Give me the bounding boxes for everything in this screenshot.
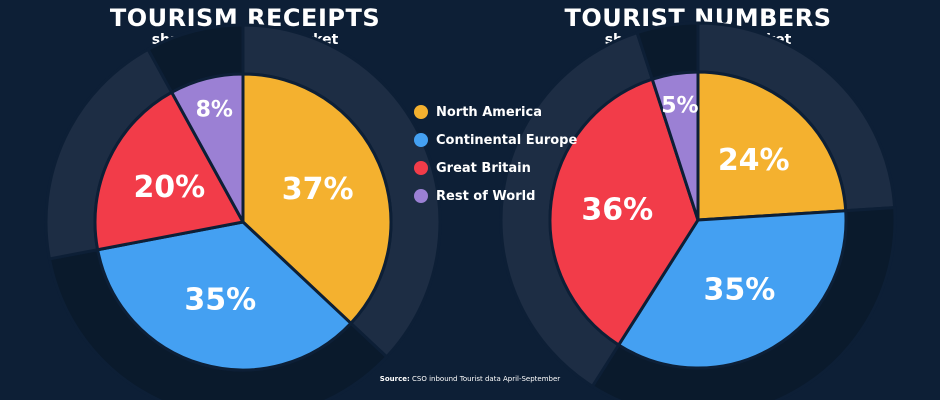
source-prefix: Source: (379, 375, 410, 383)
receipts-label-north-america: 37% (282, 172, 354, 207)
numbers-label-great-britain: 36% (581, 192, 653, 227)
numbers-slice-continental-europe (617, 209, 848, 370)
receipts-pie: 37% 35% 20% 8% (44, 23, 442, 400)
receipts-slice-rest-of-world (170, 72, 245, 224)
legend-label: Great Britain (436, 160, 531, 176)
legend-label: Rest of World (436, 188, 536, 204)
legend-swatch-rest-of-world (414, 189, 428, 203)
legend-swatch-continental-europe (414, 133, 428, 147)
receipts-slice-great-britain (93, 90, 245, 252)
legend-label: North America (436, 104, 542, 120)
legend: North America Continental Europe Great B… (414, 98, 577, 210)
source-note: Source: CSO inbound Tourist data April-S… (360, 375, 580, 383)
legend-label: Continental Europe (436, 132, 578, 148)
legend-item-great-britain: Great Britain (414, 154, 564, 182)
receipts-label-continental-europe: 35% (184, 283, 256, 318)
receipts-label-rest-of-world: 8% (196, 98, 233, 123)
numbers-slice-north-america (696, 70, 848, 222)
numbers-label-continental-europe: 35% (704, 273, 776, 308)
receipts-label-great-britain: 20% (133, 170, 205, 205)
source-text: CSO inbound Tourist data April-September (412, 375, 561, 383)
legend-item-rest-of-world: Rest of World (414, 182, 564, 210)
numbers-slice-rest-of-world (650, 70, 700, 222)
receipts-slice-continental-europe (96, 220, 353, 372)
legend-item-continental-europe: Continental Europe (414, 126, 577, 154)
legend-swatch-great-britain (414, 161, 428, 175)
receipts-slice-north-america (241, 72, 393, 325)
numbers-label-north-america: 24% (718, 143, 790, 178)
numbers-slice-great-britain (548, 77, 700, 347)
numbers-label-rest-of-world: 5% (661, 93, 698, 118)
numbers-pie: 24% 35% 36% 5% (499, 21, 897, 400)
legend-item-north-america: North America (414, 98, 564, 126)
legend-swatch-north-america (414, 105, 428, 119)
